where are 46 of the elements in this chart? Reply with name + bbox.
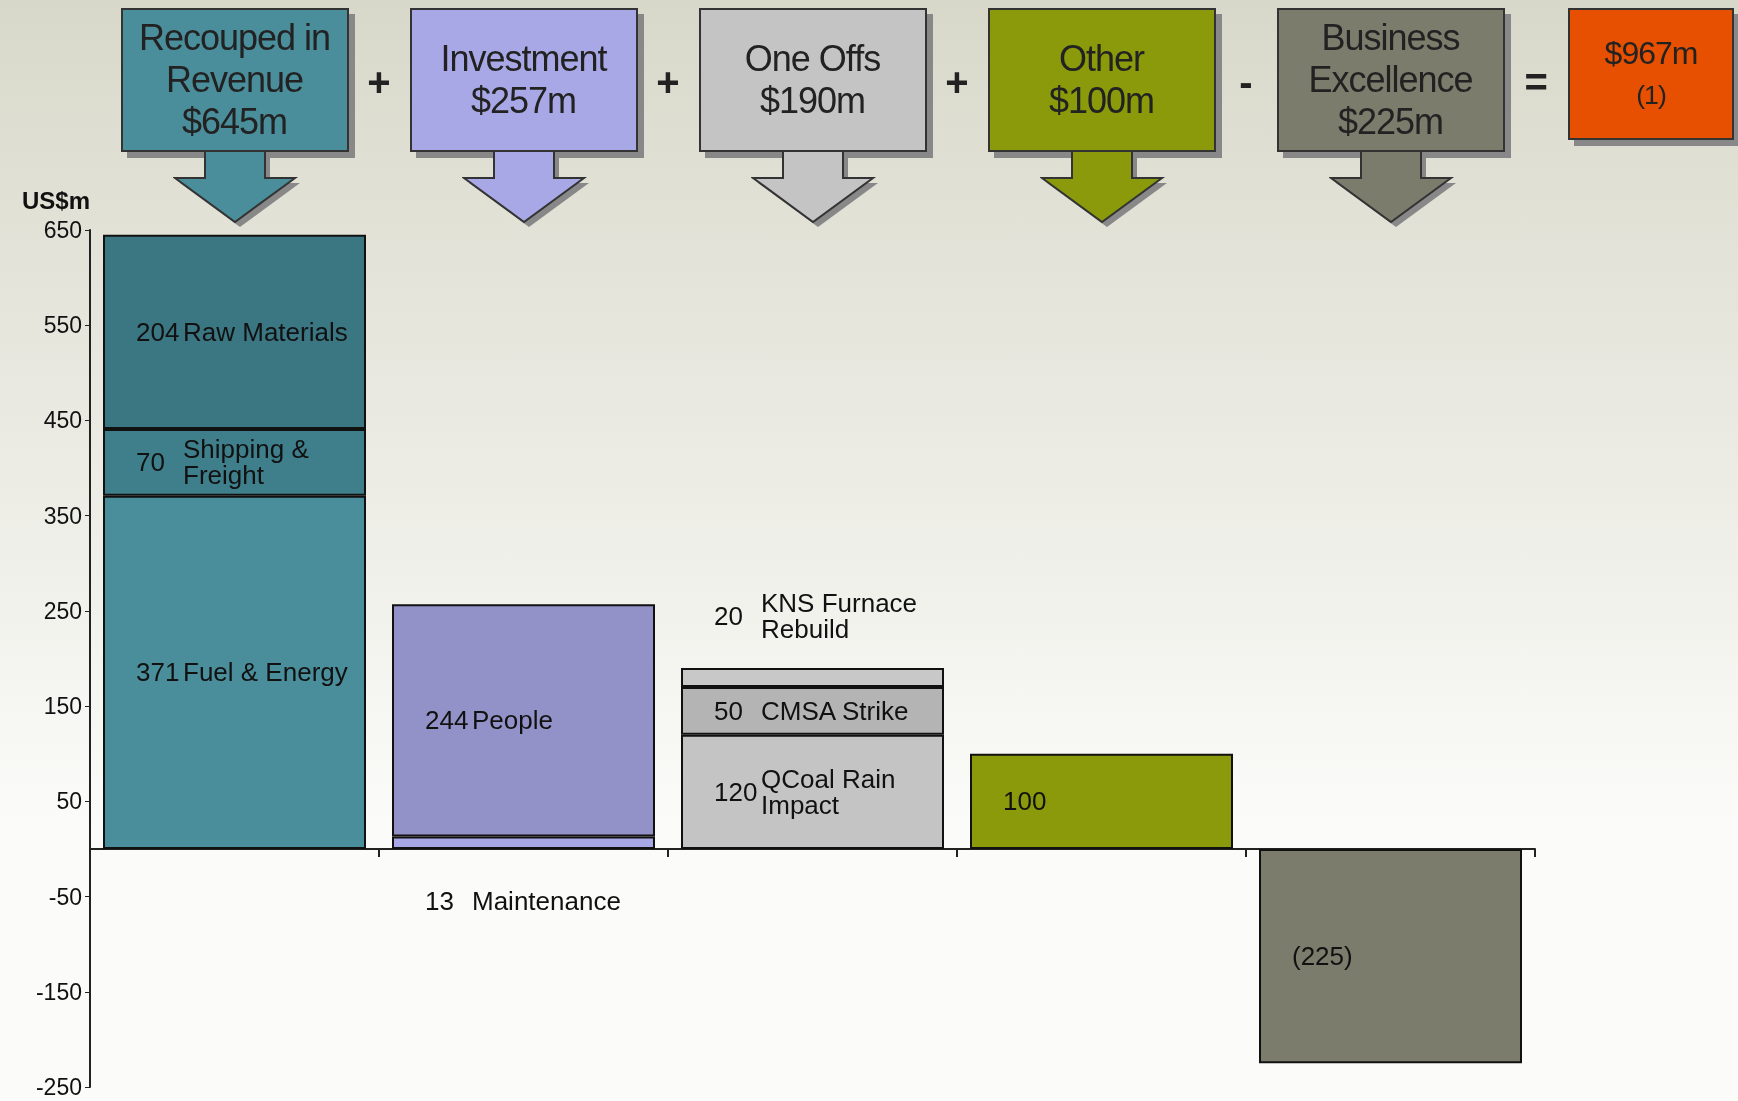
text: =: [1524, 60, 1548, 105]
y-tick-label: 450: [43, 407, 82, 434]
text: $645m: [180, 101, 289, 143]
text: $225m: [1336, 101, 1445, 143]
x-tick-label: Investment: [439, 38, 609, 80]
text: $257m: [469, 80, 578, 122]
bar: [1259, 848, 1522, 1064]
data-label: 20: [714, 600, 743, 631]
text: $100m: [1047, 80, 1156, 122]
data-label: 371: [136, 657, 180, 688]
x-tick-label: One Offs: [743, 38, 882, 80]
annotation: Fuel & Energy: [183, 657, 348, 688]
y-tick-label: -250: [35, 1074, 82, 1100]
annotation: People: [472, 705, 553, 736]
y-tick-label: 650: [43, 217, 82, 243]
y-tick-label: 350: [43, 502, 82, 529]
annotation: Shipping & Freight: [183, 434, 316, 491]
text: -: [1239, 60, 1253, 105]
bar: [970, 753, 1233, 849]
annotation: Maintenance: [472, 885, 621, 916]
data-label: 70: [136, 447, 165, 478]
text: +: [945, 60, 969, 105]
x-tick-label: Business Excellence: [1307, 17, 1474, 101]
x-tick-label: Recouped in Revenue: [137, 17, 332, 101]
data-label: 244: [425, 705, 469, 736]
text: +: [367, 60, 391, 105]
annotation: KNS Furnace Rebuild: [761, 587, 925, 644]
text: +: [656, 60, 680, 105]
annotation: Raw Materials: [183, 316, 348, 347]
y-tick-label: -150: [35, 978, 82, 1005]
data-label: 100: [1003, 786, 1047, 817]
annotation: CMSA Strike: [761, 695, 909, 726]
data-label: 13: [425, 885, 454, 916]
y-tick-label: -50: [48, 883, 82, 910]
text: $190m: [758, 80, 867, 122]
annotation: QCoal Rain Impact: [761, 763, 903, 820]
data-label: 50: [714, 695, 743, 726]
data-label: 120: [714, 776, 758, 807]
y-axis-title: US$m: [21, 186, 90, 214]
data-label: (225): [1292, 941, 1353, 972]
data-label: 204: [136, 316, 180, 347]
y-tick-label: 50: [56, 788, 82, 815]
y-tick-label: 550: [43, 312, 82, 339]
y-tick-label: 250: [43, 597, 82, 624]
y-tick-label: 150: [43, 693, 82, 720]
x-tick-label: Other: [1057, 38, 1146, 80]
